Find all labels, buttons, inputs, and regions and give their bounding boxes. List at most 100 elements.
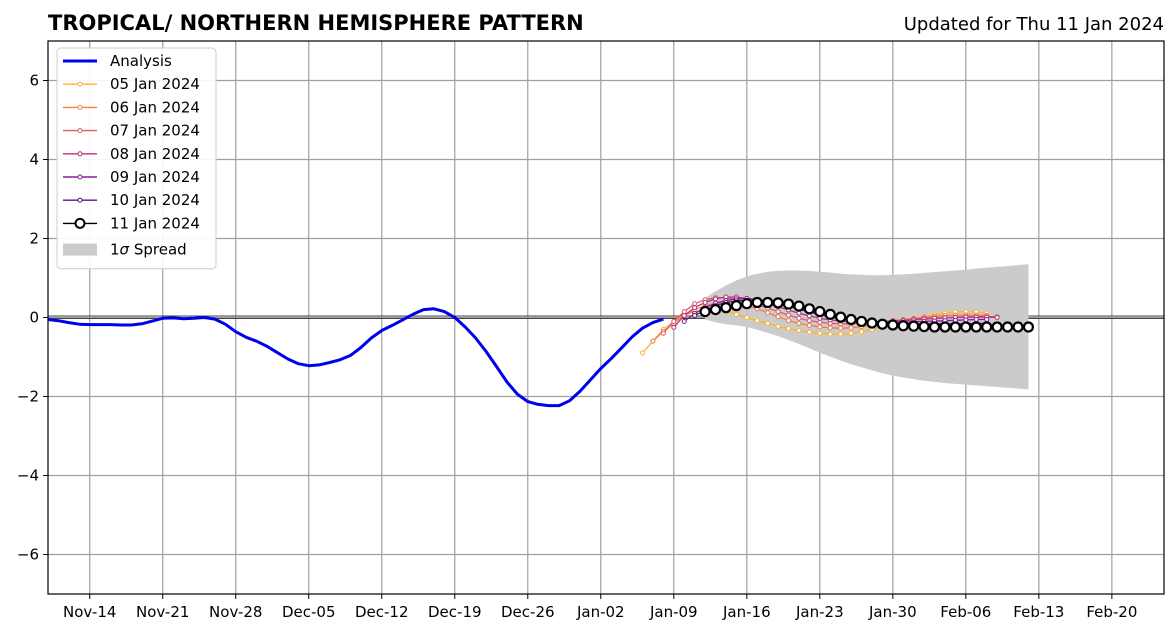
series-line xyxy=(47,307,664,408)
series-point xyxy=(806,329,812,335)
series-point xyxy=(855,315,868,328)
series-point xyxy=(640,350,646,356)
series-point xyxy=(991,321,1003,333)
x-axis: Nov-14 Nov-21 Nov-28 Dec-05 Dec-12 Dec-19 Dec-… xyxy=(63,594,1137,621)
series-point xyxy=(949,321,962,333)
y-tick-label: 6 xyxy=(29,72,39,90)
x-tick-label: Dec-05 xyxy=(282,603,336,621)
legend-swatch-marker xyxy=(77,151,83,157)
series-point xyxy=(963,317,969,323)
series-point xyxy=(806,313,812,319)
x-tick-label: Jan-16 xyxy=(722,603,771,621)
series-point xyxy=(709,304,722,316)
series-point xyxy=(681,313,687,319)
series-point xyxy=(1001,321,1014,333)
x-tick-label: Feb-13 xyxy=(1013,603,1064,621)
series-point xyxy=(730,300,742,312)
series-point xyxy=(692,305,698,311)
x-tick-label: Nov-21 xyxy=(136,603,189,621)
y-tick-label: −4 xyxy=(17,467,39,485)
series-point xyxy=(772,297,784,309)
legend-item: 09 Jan 2024 xyxy=(63,168,200,186)
series-point xyxy=(702,299,708,305)
x-tick-label: Dec-12 xyxy=(355,603,409,621)
x-tick-label: Feb-20 xyxy=(1086,603,1137,621)
series-point xyxy=(866,317,878,329)
legend-label: 11 Jan 2024 xyxy=(110,214,200,232)
x-tick-label: Nov-28 xyxy=(209,603,262,621)
legend-swatch-marker xyxy=(77,174,83,180)
series-point xyxy=(838,331,844,337)
legend-label: Analysis xyxy=(110,52,172,70)
y-tick-label: −6 xyxy=(17,546,39,564)
series-point xyxy=(650,338,656,344)
legend-item: 07 Jan 2024 xyxy=(63,122,200,140)
series-analysis xyxy=(47,307,664,408)
series-point xyxy=(671,324,677,330)
series-point xyxy=(994,315,1000,320)
series-point xyxy=(970,321,982,333)
series-point xyxy=(981,321,993,333)
series-point xyxy=(796,315,802,321)
series-11-jan-2024 xyxy=(699,296,1035,333)
legend-label: 05 Jan 2024 xyxy=(110,75,200,93)
y-tick-label: 2 xyxy=(29,230,39,248)
legend-item: 05 Jan 2024 xyxy=(63,75,200,93)
legend-swatch-marker xyxy=(77,197,83,203)
legend-item: 11 Jan 2024 xyxy=(63,214,200,232)
chart-subtitle: Updated for Thu 11 Jan 2024 xyxy=(904,14,1164,35)
legend-swatch-spread xyxy=(63,243,97,256)
series-point xyxy=(817,319,823,325)
legend-swatch-marker xyxy=(77,81,83,87)
legend-swatch-marker xyxy=(77,128,83,134)
x-tick-label: Nov-14 xyxy=(63,603,116,621)
series-point xyxy=(827,331,833,337)
legend-label-spread: 1σ Spread xyxy=(110,241,187,259)
series-point xyxy=(775,314,781,320)
series-point xyxy=(796,328,802,334)
legend-label: 09 Jan 2024 xyxy=(110,168,200,186)
series-point xyxy=(765,310,771,316)
series-point xyxy=(960,321,972,333)
chart-title: TROPICAL/ NORTHERN HEMISPHERE PATTERN xyxy=(48,11,584,35)
series-point xyxy=(699,305,711,318)
series-point xyxy=(887,319,899,331)
series-point xyxy=(908,320,920,332)
series-point xyxy=(765,320,771,326)
series-point xyxy=(754,318,760,324)
series-point xyxy=(796,310,802,316)
series-point xyxy=(859,329,865,335)
series-point xyxy=(806,318,812,324)
spread-area xyxy=(705,264,1029,390)
legend-label: 06 Jan 2024 xyxy=(110,98,200,116)
x-tick-label: Dec-26 xyxy=(501,603,555,621)
series-point xyxy=(928,321,941,333)
series-point xyxy=(775,323,781,329)
series-point xyxy=(939,321,951,333)
y-axis: −6 −4 −2 0 2 4 6 xyxy=(17,72,48,564)
series-point xyxy=(744,315,750,320)
series-point xyxy=(681,309,687,315)
series-point xyxy=(796,320,802,326)
series-lines xyxy=(47,294,1035,408)
spread-band xyxy=(705,264,1029,390)
legend-label: 08 Jan 2024 xyxy=(110,145,200,163)
series-point xyxy=(876,318,888,330)
series-point xyxy=(838,325,844,331)
legend-label: 10 Jan 2024 xyxy=(110,191,200,209)
series-point xyxy=(793,300,805,312)
series-point xyxy=(848,330,854,336)
legend-item-spread: 1σ Spread xyxy=(63,241,187,259)
series-point xyxy=(720,302,732,314)
legend-item: 08 Jan 2024 xyxy=(63,145,200,163)
series-point xyxy=(848,325,854,331)
series-point xyxy=(973,316,979,322)
series-point xyxy=(762,296,774,309)
series-point xyxy=(835,311,847,323)
series-point xyxy=(775,309,781,315)
legend-box xyxy=(56,47,217,270)
legend-label: 07 Jan 2024 xyxy=(110,122,200,140)
x-tick-label: Jan-23 xyxy=(795,603,844,621)
series-point xyxy=(786,318,792,324)
